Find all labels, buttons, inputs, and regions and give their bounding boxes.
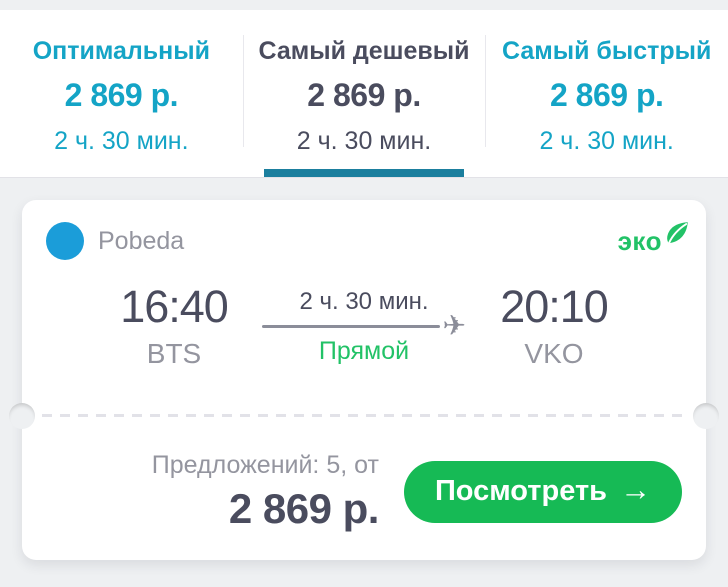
tab-price: 2 869 р.: [307, 77, 421, 113]
flight-row: 16:40 BTS 2 ч. 30 мин. ✈ Прямой 20:10 VK…: [22, 284, 706, 370]
eco-badge: эко: [617, 222, 690, 256]
stops-label: Прямой: [318, 337, 410, 365]
tab-duration: 2 ч. 30 мин.: [296, 127, 432, 155]
card-header: Pobeda эко: [22, 200, 706, 260]
fare-tabs: Оптимальный 2 869 р. 2 ч. 30 мин. Самый …: [0, 10, 728, 178]
flight-duration: 2 ч. 30 мин.: [299, 288, 429, 315]
ticket-divider: [9, 402, 719, 429]
tab-duration: 2 ч. 30 мин.: [54, 127, 189, 155]
offer-price: 2 869 р.: [228, 484, 380, 532]
departure-code: BTS: [146, 338, 202, 369]
arrival-code: VKO: [524, 338, 584, 369]
route-line-bar: [262, 325, 440, 328]
flight-card[interactable]: Pobeda эко 16:40 BTS 2 ч. 30 мин. ✈ Прям…: [9, 200, 719, 560]
tab-optimal[interactable]: Оптимальный 2 869 р. 2 ч. 30 мин.: [0, 10, 243, 177]
route-line: ✈: [262, 311, 466, 339]
airline-logo-icon: [46, 222, 84, 260]
tab-label: Самый быстрый: [502, 37, 712, 65]
tab-label: Оптимальный: [32, 37, 210, 65]
tab-label: Самый дешевый: [258, 37, 470, 65]
dashed-line: [42, 414, 686, 417]
view-button-label: Посмотреть: [434, 475, 607, 507]
offer-count-label: Предложений: 5, от: [151, 450, 379, 479]
route: 2 ч. 30 мин. ✈ Прямой: [262, 284, 466, 370]
tab-duration: 2 ч. 30 мин.: [539, 127, 674, 155]
arrival: 20:10 VKO: [498, 284, 610, 370]
tab-cheapest[interactable]: Самый дешевый 2 869 р. 2 ч. 30 мин.: [242, 10, 486, 177]
departure: 16:40 BTS: [118, 284, 230, 370]
offer-block: Предложений: 5, от 2 869 р.: [151, 450, 380, 533]
card-footer: Предложений: 5, от 2 869 р. Посмотреть →: [22, 417, 706, 560]
leaf-icon: [662, 222, 690, 247]
eco-label: эко: [617, 226, 662, 256]
arrival-time: 20:10: [500, 281, 609, 332]
tab-price: 2 869 р.: [64, 77, 179, 113]
notch-left: [9, 402, 35, 429]
departure-time: 16:40: [120, 281, 229, 332]
notch-right: [693, 402, 719, 429]
tab-price: 2 869 р.: [549, 77, 664, 113]
arrow-right-icon: →: [620, 472, 651, 507]
view-button[interactable]: Посмотреть →: [403, 460, 682, 523]
airline-name: Pobeda: [98, 226, 185, 255]
tab-fastest[interactable]: Самый быстрый 2 869 р. 2 ч. 30 мин.: [485, 10, 728, 177]
